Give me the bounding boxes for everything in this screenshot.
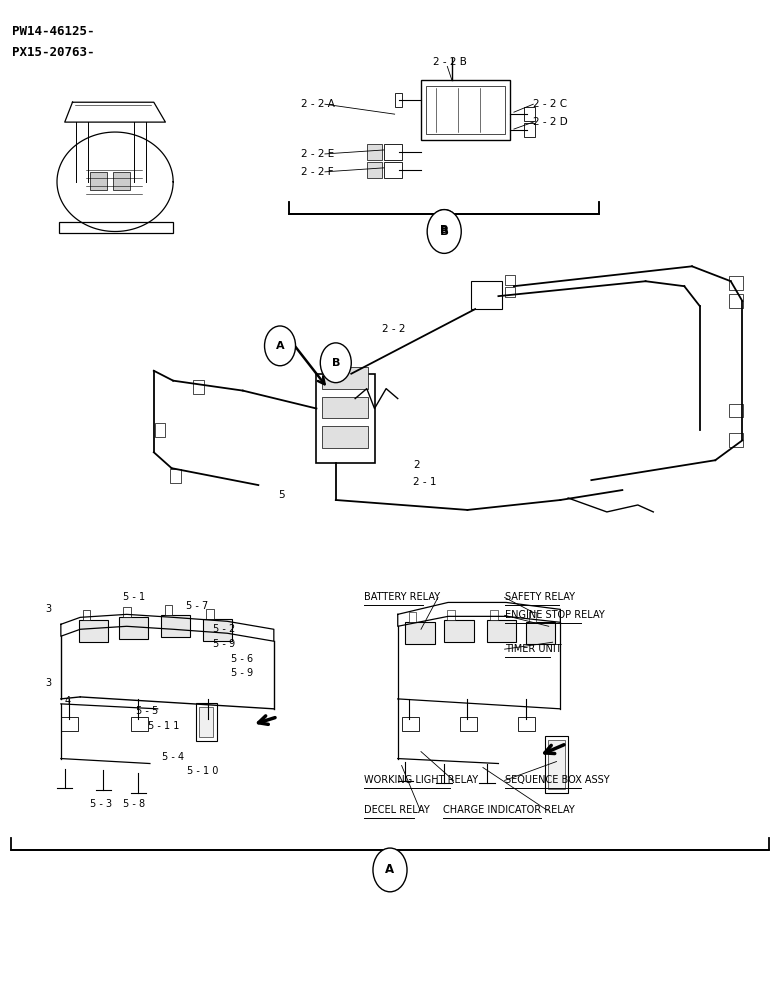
FancyBboxPatch shape [122, 607, 130, 617]
FancyBboxPatch shape [322, 397, 368, 418]
Text: 5 - 9: 5 - 9 [214, 639, 236, 649]
Text: DECEL RELAY: DECEL RELAY [364, 805, 431, 815]
Circle shape [429, 210, 459, 249]
Text: A: A [385, 863, 395, 876]
FancyBboxPatch shape [426, 86, 505, 134]
FancyBboxPatch shape [384, 144, 402, 160]
FancyBboxPatch shape [729, 404, 743, 417]
FancyBboxPatch shape [79, 620, 108, 642]
FancyBboxPatch shape [445, 620, 473, 642]
FancyBboxPatch shape [58, 222, 173, 233]
Text: 5 - 1: 5 - 1 [122, 592, 145, 602]
FancyBboxPatch shape [200, 717, 218, 731]
Text: 2 - 2 C: 2 - 2 C [534, 99, 567, 109]
FancyBboxPatch shape [548, 740, 565, 789]
Text: 5 - 2: 5 - 2 [214, 624, 236, 634]
Text: B: B [440, 225, 448, 235]
Text: 2 - 2: 2 - 2 [382, 324, 406, 334]
Text: 5 - 5: 5 - 5 [136, 706, 158, 716]
FancyBboxPatch shape [384, 162, 402, 178]
Text: 5 - 8: 5 - 8 [122, 799, 145, 809]
FancyBboxPatch shape [518, 717, 535, 731]
FancyBboxPatch shape [524, 107, 535, 121]
FancyBboxPatch shape [161, 615, 190, 637]
FancyBboxPatch shape [402, 717, 419, 731]
FancyBboxPatch shape [406, 622, 435, 644]
FancyBboxPatch shape [471, 281, 502, 309]
Text: 5 - 1 0: 5 - 1 0 [187, 766, 218, 776]
FancyBboxPatch shape [490, 610, 498, 620]
FancyBboxPatch shape [487, 620, 516, 642]
FancyBboxPatch shape [130, 717, 147, 731]
Text: 5 - 6: 5 - 6 [231, 654, 254, 664]
FancyBboxPatch shape [729, 276, 743, 290]
Text: 4: 4 [65, 696, 71, 706]
Text: 2 - 2 B: 2 - 2 B [433, 57, 466, 67]
Text: SAFETY RELAY: SAFETY RELAY [505, 592, 575, 602]
Text: B: B [332, 358, 340, 368]
Text: TIMER UNIT: TIMER UNIT [505, 644, 562, 654]
FancyBboxPatch shape [317, 374, 374, 463]
Text: 2 - 2 F: 2 - 2 F [301, 167, 334, 177]
FancyBboxPatch shape [165, 605, 172, 615]
FancyBboxPatch shape [545, 736, 568, 793]
FancyBboxPatch shape [322, 367, 368, 389]
Text: 5 - 3: 5 - 3 [90, 799, 112, 809]
Circle shape [427, 210, 461, 253]
FancyBboxPatch shape [529, 612, 537, 622]
FancyBboxPatch shape [409, 612, 417, 622]
FancyBboxPatch shape [61, 717, 78, 731]
Text: 5 - 1 1: 5 - 1 1 [148, 721, 179, 731]
FancyBboxPatch shape [524, 123, 535, 137]
Text: 5: 5 [278, 490, 285, 500]
FancyBboxPatch shape [170, 469, 181, 483]
Text: 2 - 1: 2 - 1 [413, 477, 437, 487]
FancyBboxPatch shape [203, 619, 232, 641]
Text: 2: 2 [413, 460, 420, 470]
Text: PW14-46125-: PW14-46125- [12, 25, 94, 38]
Text: 2 - 2 A: 2 - 2 A [301, 99, 335, 109]
Text: B: B [440, 225, 448, 238]
Circle shape [321, 343, 351, 383]
Text: 5 - 4: 5 - 4 [161, 752, 183, 762]
FancyBboxPatch shape [459, 717, 477, 731]
FancyBboxPatch shape [207, 609, 215, 619]
FancyBboxPatch shape [395, 93, 402, 107]
Text: A: A [275, 341, 285, 351]
Text: 5 - 9: 5 - 9 [231, 668, 254, 678]
FancyBboxPatch shape [322, 426, 368, 448]
Circle shape [373, 848, 407, 892]
FancyBboxPatch shape [200, 707, 214, 737]
Text: BATTERY RELAY: BATTERY RELAY [364, 592, 441, 602]
Text: 3: 3 [45, 604, 51, 614]
Text: 3: 3 [45, 678, 51, 688]
FancyBboxPatch shape [421, 80, 510, 140]
FancyBboxPatch shape [729, 433, 743, 447]
Text: SEQUENCE BOX ASSY: SEQUENCE BOX ASSY [505, 775, 609, 785]
Text: 2 - 2 D: 2 - 2 D [534, 117, 568, 127]
FancyBboxPatch shape [505, 275, 516, 285]
FancyBboxPatch shape [729, 294, 743, 308]
Circle shape [264, 326, 296, 366]
FancyBboxPatch shape [197, 703, 217, 741]
Text: ENGINE STOP RELAY: ENGINE STOP RELAY [505, 610, 604, 620]
Text: WORKING LIGHT RELAY: WORKING LIGHT RELAY [364, 775, 479, 785]
FancyBboxPatch shape [505, 287, 516, 297]
Text: PX15-20763-: PX15-20763- [12, 46, 94, 59]
FancyBboxPatch shape [193, 380, 204, 394]
FancyBboxPatch shape [113, 172, 129, 190]
FancyBboxPatch shape [526, 622, 555, 644]
FancyBboxPatch shape [367, 144, 382, 160]
FancyBboxPatch shape [90, 172, 107, 190]
FancyBboxPatch shape [119, 617, 148, 639]
FancyBboxPatch shape [447, 610, 455, 620]
Text: 5 - 7: 5 - 7 [186, 601, 208, 611]
FancyBboxPatch shape [83, 610, 90, 620]
FancyBboxPatch shape [154, 423, 165, 437]
FancyBboxPatch shape [367, 162, 382, 178]
Text: CHARGE INDICATOR RELAY: CHARGE INDICATOR RELAY [443, 805, 574, 815]
Text: 2 - 2 E: 2 - 2 E [301, 149, 334, 159]
